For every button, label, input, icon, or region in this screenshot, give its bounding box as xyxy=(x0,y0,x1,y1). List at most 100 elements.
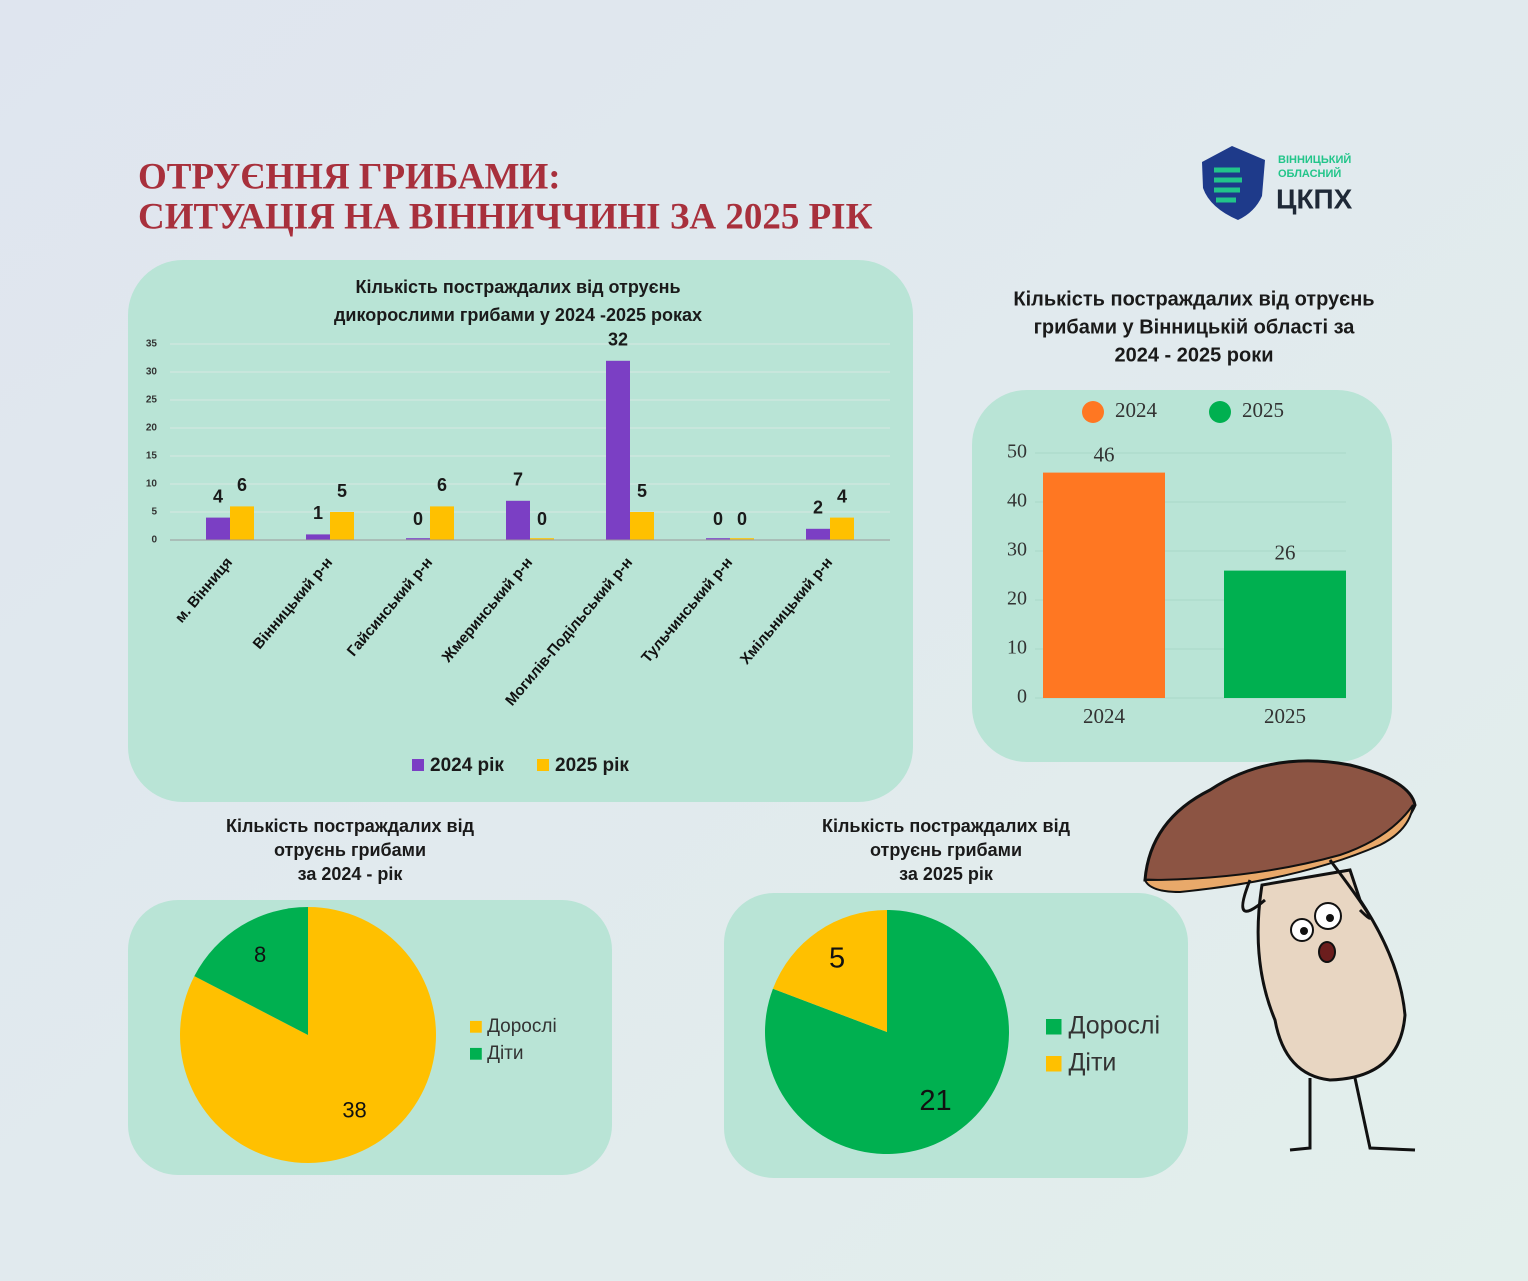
value-label: 38 xyxy=(342,1097,366,1122)
bar-edge xyxy=(706,538,730,540)
chart-title: Кількість постраждалих від xyxy=(226,816,475,836)
chart-title: 2024 - 2025 роки xyxy=(1114,344,1273,366)
bar-edge xyxy=(606,538,630,540)
bar-edge xyxy=(406,538,430,540)
legend-label: Діти xyxy=(1069,1049,1117,1077)
bar xyxy=(606,360,630,540)
legend-swatch xyxy=(1046,1019,1062,1035)
value-label: 0 xyxy=(737,509,747,529)
logo-name: ЦКПХ xyxy=(1276,183,1353,214)
legend-marker xyxy=(1082,401,1104,423)
legend-label: 2024 рік xyxy=(430,755,504,776)
y-tick-label: 0 xyxy=(1017,686,1027,708)
value-label: 32 xyxy=(608,330,628,350)
bar-edge xyxy=(730,538,754,540)
bar-edge xyxy=(806,538,830,540)
value-label: 0 xyxy=(713,509,723,529)
y-tick-label: 5 xyxy=(151,507,157,518)
bar-edge xyxy=(330,538,354,540)
bar xyxy=(806,528,830,540)
mouth xyxy=(1318,941,1336,963)
value-label: 46 xyxy=(1094,442,1115,466)
value-label: 5 xyxy=(637,481,647,501)
logo: ВІННИЦЬКИЙ ОБЛАСНИЙ ЦКПХ xyxy=(1202,146,1353,220)
chart-title: отруєнь грибами xyxy=(870,840,1022,860)
legend-label: 2025 рік xyxy=(555,755,629,776)
bar-edge xyxy=(206,538,230,540)
y-tick-label: 20 xyxy=(1007,588,1027,610)
chart-title: Кількість постраждалих від xyxy=(822,816,1071,836)
y-tick-label: 35 xyxy=(146,339,158,350)
pie-slice xyxy=(194,907,308,1035)
pie-slice xyxy=(772,910,887,1032)
bar-edge xyxy=(230,538,254,540)
page-title: ОТРУЄННЯ ГРИБАМИ: xyxy=(138,156,561,197)
value-label: 6 xyxy=(437,475,447,495)
bar-edge xyxy=(430,538,454,540)
y-tick-label: 20 xyxy=(146,423,158,434)
pupil xyxy=(1326,914,1334,922)
chart-title: Кількість постраждалих від отруєнь xyxy=(355,277,680,297)
legend-swatch xyxy=(470,1047,482,1060)
y-tick-label: 0 xyxy=(151,535,157,546)
legend-label: Дорослі xyxy=(1069,1012,1161,1040)
legend-swatch xyxy=(1046,1056,1062,1072)
y-tick-label: 30 xyxy=(146,367,158,378)
bar xyxy=(630,512,654,540)
mushroom-rim xyxy=(1143,804,1414,894)
y-tick-label: 15 xyxy=(146,451,158,462)
bar xyxy=(830,517,854,540)
y-tick-label: 10 xyxy=(146,479,158,490)
chart-title: дикорослими грибами у 2024 -2025 роках xyxy=(334,305,702,325)
value-label: 7 xyxy=(513,470,523,490)
value-label: 4 xyxy=(837,486,847,506)
legend-swatch xyxy=(470,1020,482,1033)
legend-label: 2024 xyxy=(1115,398,1158,422)
bar xyxy=(430,506,454,540)
y-tick-label: 25 xyxy=(146,395,158,406)
bar xyxy=(330,512,354,540)
bar-edge xyxy=(506,538,530,540)
chart-title: отруєнь грибами xyxy=(274,840,426,860)
value-label: 4 xyxy=(213,486,223,506)
value-label: 0 xyxy=(537,509,547,529)
legend-label: 2025 xyxy=(1242,398,1284,422)
value-label: 5 xyxy=(337,481,347,501)
legend-marker xyxy=(1209,401,1231,423)
chart-title: Кількість постраждалих від отруєнь xyxy=(1013,288,1374,310)
chart-title: за 2025 рік xyxy=(899,864,994,884)
value-label: 1 xyxy=(313,503,323,523)
legend-label: Дорослі xyxy=(487,1016,557,1037)
value-label: 2 xyxy=(813,498,823,518)
logo-stripes xyxy=(1214,167,1242,203)
logo-text: ОБЛАСНИЙ xyxy=(1278,167,1341,180)
bar xyxy=(1043,472,1165,698)
value-label: 8 xyxy=(254,942,266,967)
bar xyxy=(230,506,254,540)
x-tick-label: 2025 xyxy=(1264,704,1306,728)
bar xyxy=(206,517,230,540)
page-title: СИТУАЦІЯ НА ВІННИЧЧИНІ ЗА 2025 РІК xyxy=(138,196,873,237)
x-tick-label: 2024 xyxy=(1083,704,1126,728)
logo-text: ВІННИЦЬКИЙ xyxy=(1278,153,1351,166)
bar-edge xyxy=(530,538,554,540)
bar-edge xyxy=(830,538,854,540)
chart-title: грибами у Вінницькій області за xyxy=(1034,316,1356,338)
chart-title: за 2024 - рік xyxy=(298,864,404,884)
bar-edge xyxy=(630,538,654,540)
bar xyxy=(306,534,330,540)
bar xyxy=(1224,570,1346,698)
y-tick-label: 10 xyxy=(1007,637,1027,659)
value-label: 5 xyxy=(829,942,845,974)
value-label: 6 xyxy=(237,475,247,495)
value-label: 21 xyxy=(919,1085,951,1117)
legend-swatch xyxy=(412,759,424,771)
y-tick-label: 30 xyxy=(1007,539,1027,561)
value-label: 26 xyxy=(1275,540,1296,564)
legend-swatch xyxy=(537,759,549,771)
bar-edge xyxy=(306,538,330,540)
y-tick-label: 40 xyxy=(1007,490,1027,512)
limbs xyxy=(1241,859,1416,1152)
